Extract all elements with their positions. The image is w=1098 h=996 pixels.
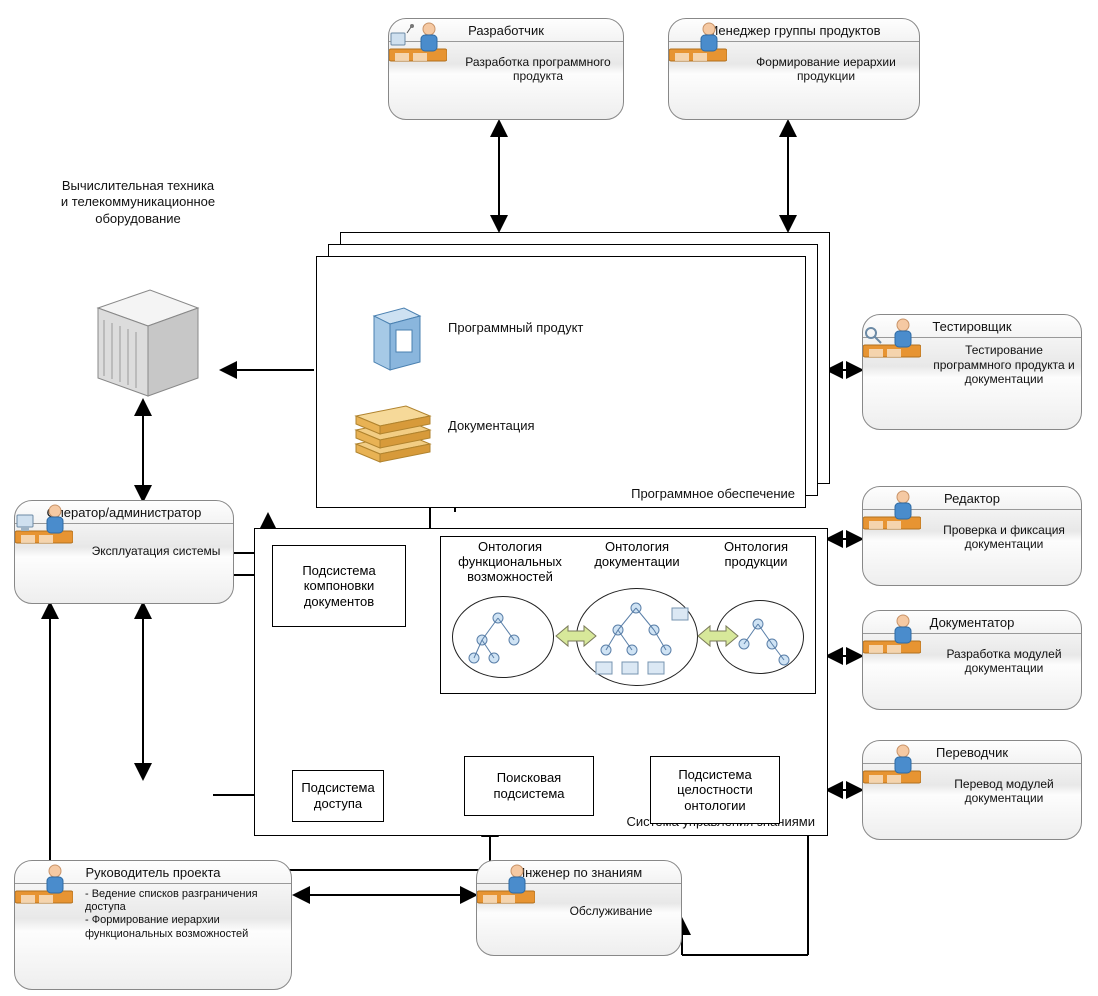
person-at-desk-icon (21, 891, 79, 937)
actor-projlead: Руководитель проекта - Ведение списков р… (14, 860, 292, 990)
person-at-desk-icon (395, 46, 453, 92)
actor-kengineer: Инженер по знаниям Обслуживание (476, 860, 682, 956)
actor-documenter: Документатор Разработка модулей документ… (862, 610, 1082, 710)
actor-operator: Оператор/администратор Эксплуатация сист… (14, 500, 234, 604)
actor-editor: Редактор Проверка и фиксация документаци… (862, 486, 1082, 586)
actor-tester: Тестировщик Тестирование программного пр… (862, 314, 1082, 430)
hardware-label: Вычислительная техника и телекоммуникаци… (18, 178, 258, 227)
product-box-icon (370, 300, 424, 374)
server-icon (80, 278, 210, 398)
actor-projlead-desc: - Ведение списков разграничения доступа … (85, 888, 285, 941)
software-title: Программное обеспечение (631, 486, 795, 501)
person-at-desk-icon (869, 514, 927, 560)
actor-kengineer-desc: Обслуживание (547, 904, 675, 918)
docs-books-icon (350, 400, 436, 466)
kms-integrity: Подсистема целостности онтологии (650, 756, 780, 824)
software-frame: Программное обеспечение (316, 256, 806, 508)
actor-developer: Разработчик Разработка программного прод… (388, 18, 624, 120)
kms-access: Подсистема доступа (292, 770, 384, 822)
actor-tester-desc: Тестирование программного продукта и док… (933, 343, 1075, 386)
actor-pmgr: Менеджер группы продуктов Формирование и… (668, 18, 920, 120)
person-at-desk-icon (869, 638, 927, 684)
diagram-stage: Вычислительная техника и телекоммуникаци… (0, 0, 1098, 996)
software-product-label: Программный продукт (448, 320, 588, 336)
actor-developer-desc: Разработка программного продукта (459, 55, 617, 84)
kms-search: Поисковая подсистема (464, 756, 594, 816)
ontology-graphs-icon (440, 536, 816, 696)
actor-editor-desc: Проверка и фиксация документации (933, 523, 1075, 552)
actor-translator-desc: Перевод модулей документации (933, 777, 1075, 806)
person-at-desk-icon (869, 342, 927, 388)
person-at-desk-icon (483, 888, 541, 934)
actor-operator-desc: Эксплуатация системы (85, 544, 227, 558)
actor-translator: Переводчик Перевод модулей документации (862, 740, 1082, 840)
kms-compose: Подсистема компоновки документов (272, 545, 406, 627)
software-docs-label: Документация (448, 418, 588, 434)
person-at-desk-icon (869, 768, 927, 814)
person-at-desk-icon (675, 46, 733, 92)
person-at-desk-icon (21, 528, 79, 574)
actor-documenter-desc: Разработка модулей документации (933, 647, 1075, 676)
actor-pmgr-desc: Формирование иерархии продукции (739, 55, 913, 84)
